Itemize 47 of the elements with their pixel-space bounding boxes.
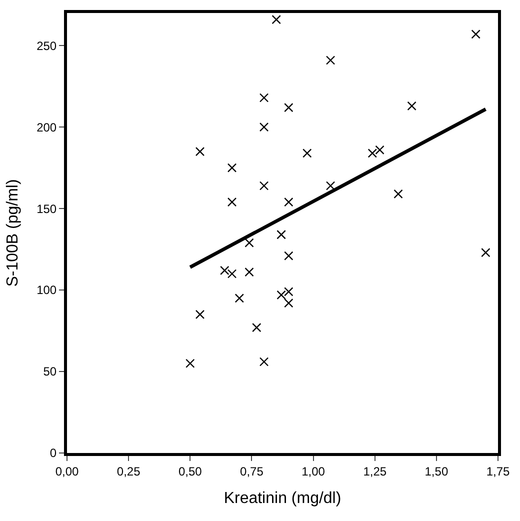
point [375, 145, 384, 154]
x-tick-label: 0,00 [55, 464, 79, 478]
y-axis-title: S-100B (pg/ml) [4, 179, 22, 287]
point [195, 146, 205, 156]
point [407, 101, 416, 110]
point [368, 148, 377, 158]
point [259, 122, 269, 132]
x-tick-label: 1,50 [424, 464, 448, 478]
y-tick-label: 50 [43, 364, 57, 379]
point [284, 251, 294, 260]
y-tick-label: 100 [36, 283, 57, 298]
y-tick-label: 200 [36, 120, 57, 134]
point [284, 197, 294, 207]
x-tick-label: 1,00 [302, 464, 326, 478]
point [244, 238, 254, 248]
x-tick-label: 1,25 [363, 464, 387, 478]
point [276, 290, 286, 300]
point [471, 30, 480, 39]
x-tick-label: 0,50 [178, 464, 202, 478]
point [326, 181, 336, 190]
x-tick-label: 1,75 [486, 464, 510, 478]
point [186, 358, 195, 368]
point [195, 310, 205, 320]
point [259, 93, 269, 102]
point [227, 269, 237, 278]
point [220, 266, 230, 276]
point [227, 197, 237, 207]
y-tick-label: 150 [36, 202, 57, 216]
point [227, 163, 237, 172]
point [244, 268, 254, 277]
y-tick-label: 0 [50, 446, 57, 460]
point [284, 287, 294, 296]
x-tick-label: 0,25 [116, 464, 141, 478]
point [252, 322, 262, 332]
point [272, 14, 281, 24]
point [394, 189, 403, 198]
point [326, 56, 336, 65]
y-tick-label: 250 [36, 38, 57, 53]
point [259, 357, 269, 366]
point [234, 294, 244, 303]
point [284, 298, 294, 308]
point [481, 248, 490, 258]
point [259, 181, 269, 190]
x-tick-label: 0,75 [240, 464, 264, 478]
x-axis-title: Kreatinin (mg/dl) [224, 490, 342, 508]
point [284, 102, 294, 112]
point [302, 148, 312, 158]
